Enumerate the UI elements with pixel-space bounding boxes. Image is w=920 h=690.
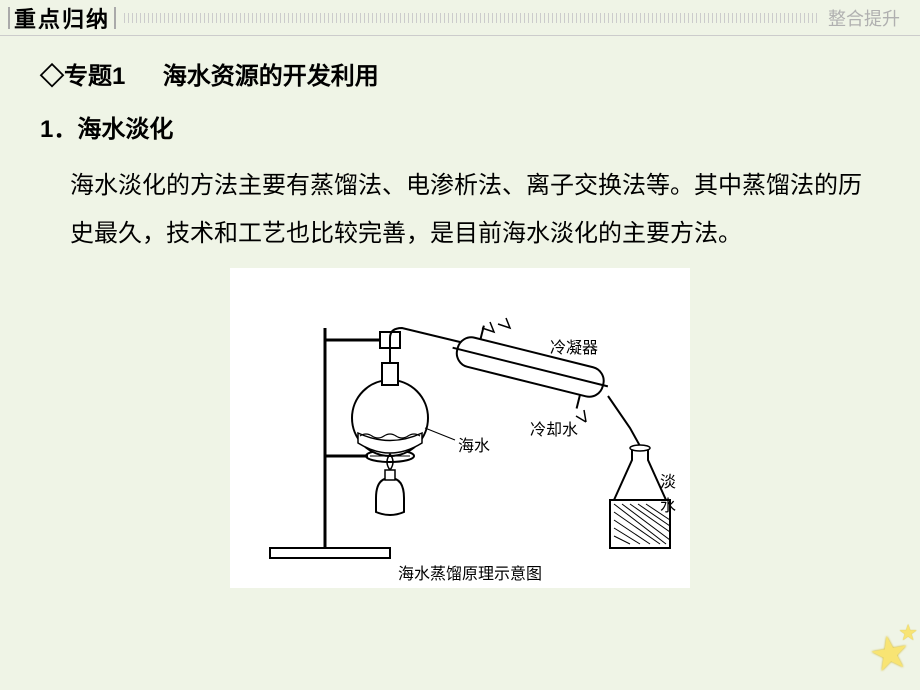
slide-header: 重点归纳 整合提升 (0, 0, 920, 36)
header-left: 重点归纳 (0, 2, 118, 34)
diagram-caption: 海水蒸馏原理示意图 (390, 560, 550, 584)
star-small-decor-icon: ★ (898, 620, 918, 646)
distillation-diagram: 海水 冷凝器 冷却水 淡水 海水蒸馏原理示意图 (230, 268, 690, 588)
section-title: 海水淡化 (77, 116, 173, 143)
decor-bar-icon (8, 7, 10, 29)
label-coolant: 冷却水 (530, 416, 578, 440)
header-right-label: 整合提升 (828, 5, 920, 31)
label-freshwater: 淡水 (660, 468, 690, 516)
header-title: 重点归纳 (14, 2, 110, 34)
label-condenser: 冷凝器 (550, 334, 598, 358)
label-seawater: 海水 (458, 432, 490, 456)
topic-prefix: ◇专题1 (40, 63, 125, 90)
slide-content: ◇专题1 海水资源的开发利用 1．海水淡化 海水淡化的方法主要有蒸馏法、电渗析法… (0, 36, 920, 588)
topic-line: ◇专题1 海水资源的开发利用 (40, 56, 880, 91)
section-line: 1．海水淡化 (40, 109, 880, 144)
header-hatch-decor (124, 13, 818, 23)
decor-bar-icon (114, 7, 116, 29)
body-text: 海水淡化的方法主要有蒸馏法、电渗析法、离子交换法等。其中蒸馏法的历史最久，技术和… (40, 162, 880, 258)
section-number: 1． (40, 116, 77, 143)
topic-title: 海水资源的开发利用 (163, 63, 379, 90)
diagram-wrap: 海水 冷凝器 冷却水 淡水 海水蒸馏原理示意图 (40, 268, 880, 588)
